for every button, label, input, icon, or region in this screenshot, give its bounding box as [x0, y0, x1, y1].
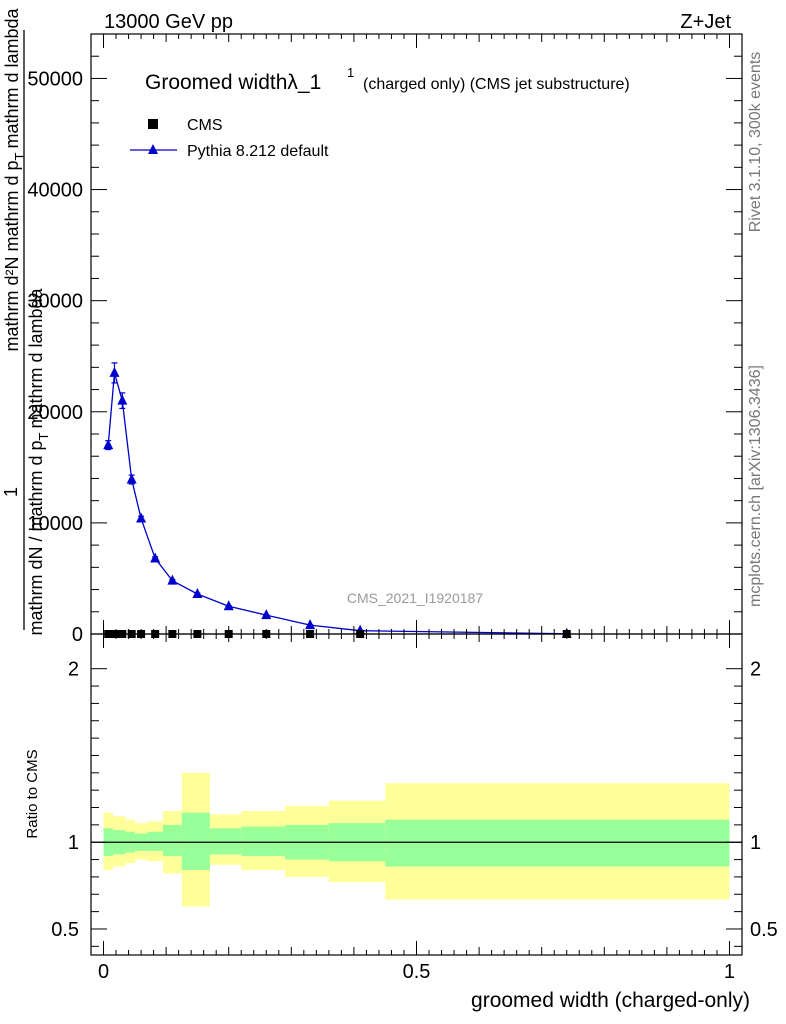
- ratio-stat-band: [162, 824, 182, 857]
- y-label-denom-part: mathrm dN / mathrm d p: [26, 440, 46, 635]
- pythia-point: [261, 609, 272, 620]
- ratio-y-tick-label: 2: [68, 659, 79, 681]
- legend-marker-pythia: [148, 144, 158, 154]
- ratio-stat-band: [209, 828, 242, 855]
- y-label-numer-end: mathrm d lambda: [2, 7, 22, 148]
- pythia-point: [126, 473, 137, 484]
- ratio-y-label: Ratio to CMS: [24, 749, 41, 838]
- y-label-denom-end: mathrm d lambda: [26, 287, 46, 428]
- y-label-denominator: mathrm dN / mathrm d pTmathrm d lambda: [26, 287, 51, 635]
- main-y-label: mathrm d²N mathrm d pTmathrm d lambda 1 …: [1, 7, 51, 635]
- source-label: mcplots.cern.ch [arXiv:1306.3436]: [747, 365, 764, 607]
- pythia-point: [223, 600, 234, 611]
- y-label-one: 1: [1, 487, 21, 497]
- y-label-numer-sub: T: [12, 152, 27, 160]
- ratio-y-tick-label-right: 2: [750, 659, 761, 681]
- ratio-stat-band: [181, 812, 210, 870]
- main-title-superscript: 1: [347, 65, 354, 80]
- pythia-point: [192, 588, 203, 598]
- main-title-text: Groomed widthλ_1: [145, 71, 321, 94]
- main-y-tick-label: 10000: [27, 513, 83, 535]
- ratio-y-tick-label-right: 1: [750, 832, 761, 854]
- rivet-version-label: Rivet 3.1.10, 300k events: [747, 52, 764, 233]
- pythia-point: [167, 574, 178, 585]
- y-label-numerator: mathrm d²N mathrm d pTmathrm d lambda: [2, 7, 27, 351]
- main-y-tick-label: 40000: [27, 180, 83, 202]
- x-tick-label: 1: [724, 961, 735, 983]
- pythia-point: [136, 512, 147, 523]
- main-y-tick-label: 20000: [27, 402, 83, 424]
- legend-label-cms: CMS: [187, 117, 223, 134]
- pythia-point: [117, 394, 128, 405]
- ratio-uncertainty-bands: [91, 772, 742, 907]
- main-y-axis: 0 10000 20000 30000 40000 50000: [27, 33, 742, 646]
- ratio-y-tick-label: 0.5: [51, 919, 79, 941]
- main-y-tick-label: 50000: [27, 68, 83, 90]
- main-title: Groomed widthλ_1 1 (charged only) (CMS j…: [145, 65, 630, 94]
- ratio-stat-band: [241, 826, 286, 857]
- pythia-point: [103, 439, 114, 450]
- x-tick-label: 0.5: [403, 961, 431, 983]
- pythia-series-line: [107, 372, 567, 635]
- ratio-y-axis: 0.5 0.5 1 1 2 2: [51, 659, 778, 947]
- main-y-tick-label: 0: [72, 624, 83, 646]
- legend-label-pythia: Pythia 8.212 default: [187, 143, 329, 160]
- main-series-layer: [103, 362, 572, 638]
- ratio-y-tick-label-right: 0.5: [750, 919, 778, 941]
- process-label: Z+Jet: [680, 11, 731, 33]
- main-title-subtitle: (charged only) (CMS jet substructure): [363, 76, 630, 93]
- ratio-y-tick-label: 1: [68, 832, 79, 854]
- pythia-point: [150, 552, 161, 563]
- analysis-watermark: CMS_2021_I1920187: [347, 590, 483, 606]
- pythia-point: [305, 619, 316, 630]
- energy-label: 13000 GeV pp: [104, 11, 233, 33]
- main-y-tick-label: 30000: [27, 291, 83, 313]
- pythia-point: [109, 366, 120, 377]
- legend: CMS Pythia 8.212 default: [130, 117, 329, 160]
- x-axis-label: groomed width (charged-only): [471, 989, 750, 1012]
- ratio-stat-band: [385, 819, 730, 867]
- y-label-numer-tail: mathrm d p: [2, 160, 22, 251]
- legend-marker-cms: [148, 119, 158, 129]
- x-tick-label: 0: [98, 961, 109, 983]
- y-label-numer-part: mathrm d²N: [2, 257, 22, 352]
- ratio-stat-band: [147, 831, 163, 851]
- y-label-denom-sub: T: [36, 432, 51, 440]
- ratio-x-axis: 0 0.5 1: [98, 34, 735, 983]
